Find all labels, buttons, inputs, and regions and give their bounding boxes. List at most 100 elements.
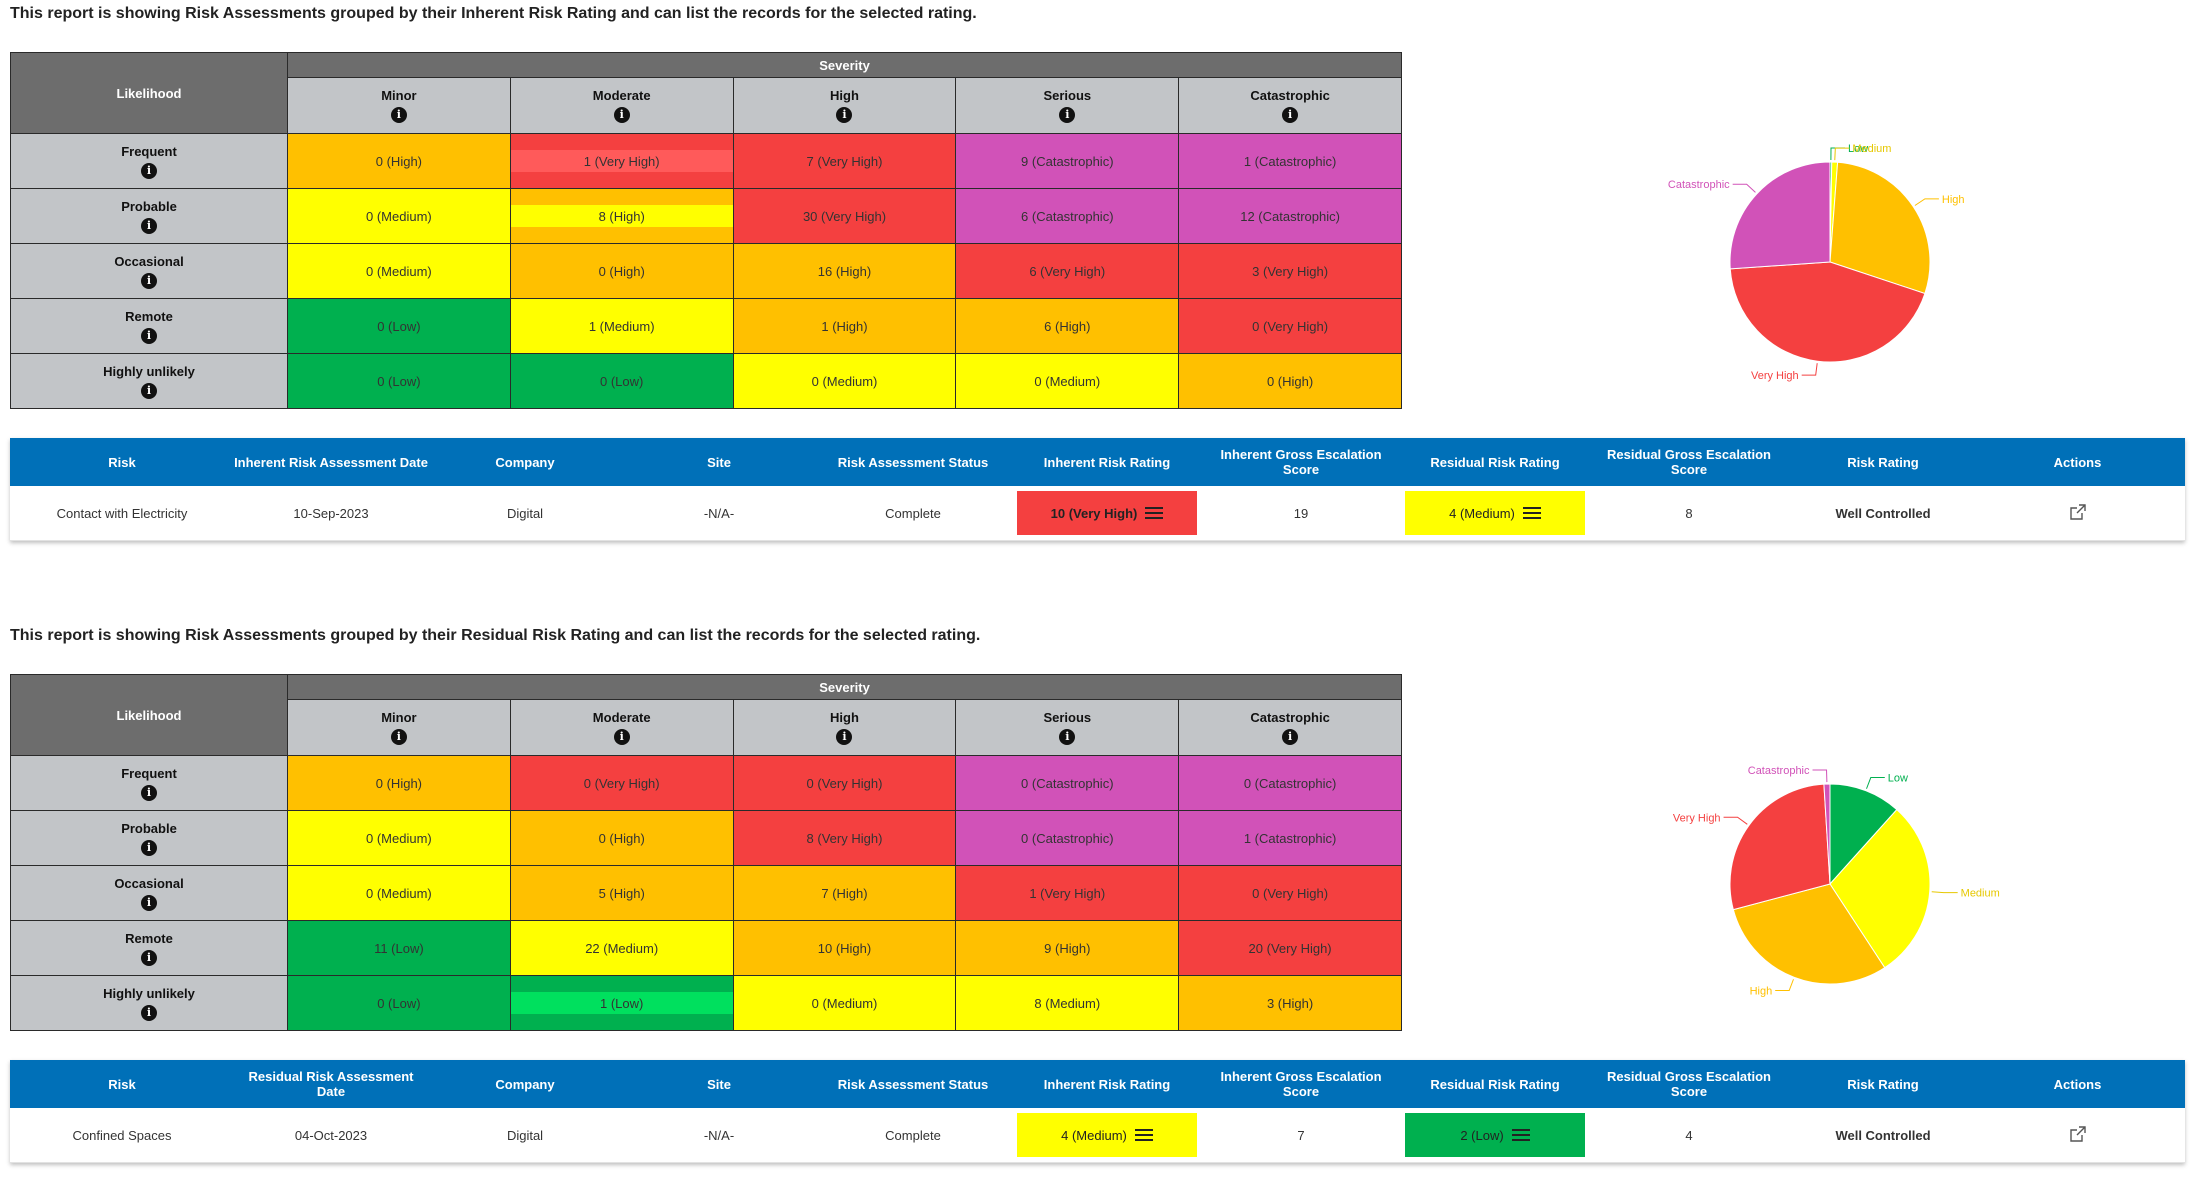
list-icon[interactable]: [1522, 506, 1541, 520]
risk-matrix-cell[interactable]: 12 (Catastrophic): [1178, 188, 1402, 244]
column-header[interactable]: Company: [495, 1076, 555, 1092]
column-header[interactable]: Inherent Gross Escalation Score: [1220, 447, 1382, 477]
risk-matrix-cell[interactable]: 0 (Very High): [1178, 298, 1402, 354]
risk-matrix-cell[interactable]: 20 (Very High): [1178, 920, 1402, 976]
risk-matrix-cell[interactable]: 10 (High): [732, 920, 957, 976]
column-header[interactable]: Residual Risk Rating: [1430, 1076, 1560, 1092]
column-header[interactable]: Inherent Risk Assessment Date: [234, 454, 428, 470]
risk-matrix-cell[interactable]: 11 (Low): [287, 920, 511, 976]
column-header[interactable]: Site: [707, 1076, 731, 1092]
info-icon[interactable]: i: [141, 894, 157, 911]
column-header[interactable]: Risk Rating: [1847, 454, 1919, 470]
residual-risk-rating-badge[interactable]: 2 (Low): [1405, 1113, 1585, 1157]
list-icon[interactable]: [1145, 506, 1164, 520]
pie-slice-high[interactable]: [1829, 161, 1931, 295]
risk-matrix-cell[interactable]: 6 (Very High): [955, 243, 1180, 299]
column-header[interactable]: Actions: [2053, 1076, 2102, 1092]
risk-matrix-cell[interactable]: 22 (Medium): [509, 920, 734, 976]
info-icon[interactable]: i: [141, 162, 157, 179]
column-header[interactable]: Inherent Risk Rating: [1043, 1076, 1171, 1092]
risk-matrix-cell[interactable]: 0 (Medium): [287, 810, 511, 866]
column-header[interactable]: Risk Assessment Status: [837, 454, 989, 470]
residual-risk-rating-badge[interactable]: 4 (Medium): [1405, 491, 1585, 535]
risk-matrix-cell[interactable]: 5 (High): [509, 865, 734, 921]
pie-slice-catastrophic[interactable]: [1729, 161, 1831, 270]
risk-matrix-cell[interactable]: 8 (High): [509, 188, 734, 244]
column-header[interactable]: Company: [495, 454, 555, 470]
risk-matrix-cell[interactable]: 0 (High): [287, 133, 511, 189]
risk-matrix-cell[interactable]: 1 (Low): [509, 975, 734, 1031]
open-external-icon[interactable]: [2069, 503, 2086, 520]
inherent-risk-rating-badge[interactable]: 10 (Very High): [1017, 491, 1197, 535]
info-icon[interactable]: i: [141, 784, 157, 801]
risk-matrix-cell[interactable]: 6 (Catastrophic): [955, 188, 1180, 244]
risk-matrix-cell[interactable]: 0 (High): [287, 755, 511, 811]
info-icon[interactable]: i: [1059, 107, 1076, 124]
info-icon[interactable]: i: [390, 107, 407, 124]
table-row[interactable]: Confined Spaces 04-Oct-2023 Digital -N/A- Co…: [10, 1108, 2185, 1163]
risk-matrix-cell[interactable]: 0 (Low): [287, 353, 511, 409]
info-icon[interactable]: i: [836, 107, 853, 124]
risk-matrix-cell[interactable]: 3 (Very High): [1178, 243, 1402, 299]
inherent-risk-rating-badge[interactable]: 4 (Medium): [1017, 1113, 1197, 1157]
risk-matrix-cell[interactable]: 9 (High): [955, 920, 1180, 976]
risk-matrix-cell[interactable]: 0 (Very High): [1178, 865, 1402, 921]
info-icon[interactable]: i: [390, 729, 407, 746]
risk-matrix-cell[interactable]: 0 (Very High): [732, 755, 957, 811]
info-icon[interactable]: i: [836, 729, 853, 746]
list-icon[interactable]: [1511, 1128, 1530, 1142]
info-icon[interactable]: i: [1282, 729, 1299, 746]
risk-matrix-cell[interactable]: 0 (Low): [287, 975, 511, 1031]
info-icon[interactable]: i: [1059, 729, 1076, 746]
risk-matrix-cell[interactable]: 0 (High): [1178, 353, 1402, 409]
column-header[interactable]: Residual Risk Assessment Date: [248, 1069, 414, 1099]
risk-matrix-cell[interactable]: 0 (Medium): [955, 353, 1180, 409]
column-header[interactable]: Risk Assessment Status: [837, 1076, 989, 1092]
risk-matrix-cell[interactable]: 30 (Very High): [732, 188, 957, 244]
risk-matrix-cell[interactable]: 0 (Catastrophic): [955, 810, 1180, 866]
risk-matrix-cell[interactable]: 0 (Medium): [287, 243, 511, 299]
risk-matrix-cell[interactable]: 1 (Very High): [955, 865, 1180, 921]
list-icon[interactable]: [1134, 1128, 1153, 1142]
risk-matrix-cell[interactable]: 0 (Medium): [287, 865, 511, 921]
risk-matrix-cell[interactable]: 3 (High): [1178, 975, 1402, 1031]
risk-matrix-cell[interactable]: 0 (Medium): [732, 975, 957, 1031]
info-icon[interactable]: i: [613, 729, 630, 746]
risk-matrix-cell[interactable]: 1 (High): [732, 298, 957, 354]
info-icon[interactable]: i: [613, 107, 630, 124]
info-icon[interactable]: i: [141, 839, 157, 856]
risk-matrix-cell[interactable]: 0 (Medium): [732, 353, 957, 409]
risk-matrix-cell[interactable]: 8 (Very High): [732, 810, 957, 866]
column-header[interactable]: Risk: [108, 1076, 136, 1092]
risk-matrix-cell[interactable]: 0 (Catastrophic): [955, 755, 1180, 811]
column-header[interactable]: Risk: [108, 454, 136, 470]
info-icon[interactable]: i: [1282, 107, 1299, 124]
pie-slice-medium[interactable]: [1829, 808, 1931, 969]
pie-slice-catastrophic[interactable]: [1823, 783, 1831, 885]
risk-matrix-cell[interactable]: 0 (Catastrophic): [1178, 755, 1402, 811]
risk-matrix-cell[interactable]: 8 (Medium): [955, 975, 1180, 1031]
column-header[interactable]: Residual Gross Escalation Score: [1606, 447, 1771, 477]
column-header[interactable]: Residual Risk Rating: [1430, 454, 1560, 470]
risk-matrix-cell[interactable]: 0 (Low): [509, 353, 734, 409]
info-icon[interactable]: i: [141, 217, 157, 234]
open-external-icon[interactable]: [2069, 1125, 2086, 1142]
info-icon[interactable]: i: [141, 272, 157, 289]
column-header[interactable]: Inherent Risk Rating: [1043, 454, 1171, 470]
column-header[interactable]: Actions: [2053, 454, 2102, 470]
column-header[interactable]: Site: [707, 454, 731, 470]
pie-slice-very-high[interactable]: [1729, 261, 1926, 363]
risk-matrix-cell[interactable]: 1 (Catastrophic): [1178, 810, 1402, 866]
risk-matrix-cell[interactable]: 1 (Medium): [509, 298, 734, 354]
column-header[interactable]: Inherent Gross Escalation Score: [1220, 1069, 1382, 1099]
risk-matrix-cell[interactable]: 0 (Medium): [287, 188, 511, 244]
risk-matrix-cell[interactable]: 0 (Very High): [509, 755, 734, 811]
risk-matrix-cell[interactable]: 6 (High): [955, 298, 1180, 354]
info-icon[interactable]: i: [141, 382, 157, 399]
pie-slice-low[interactable]: [1829, 783, 1898, 886]
risk-matrix-cell[interactable]: 9 (Catastrophic): [955, 133, 1180, 189]
info-icon[interactable]: i: [141, 949, 157, 966]
risk-matrix-cell[interactable]: 1 (Very High): [509, 133, 734, 189]
pie-slice-very-high[interactable]: [1729, 783, 1831, 911]
risk-matrix-cell[interactable]: 7 (High): [732, 865, 957, 921]
